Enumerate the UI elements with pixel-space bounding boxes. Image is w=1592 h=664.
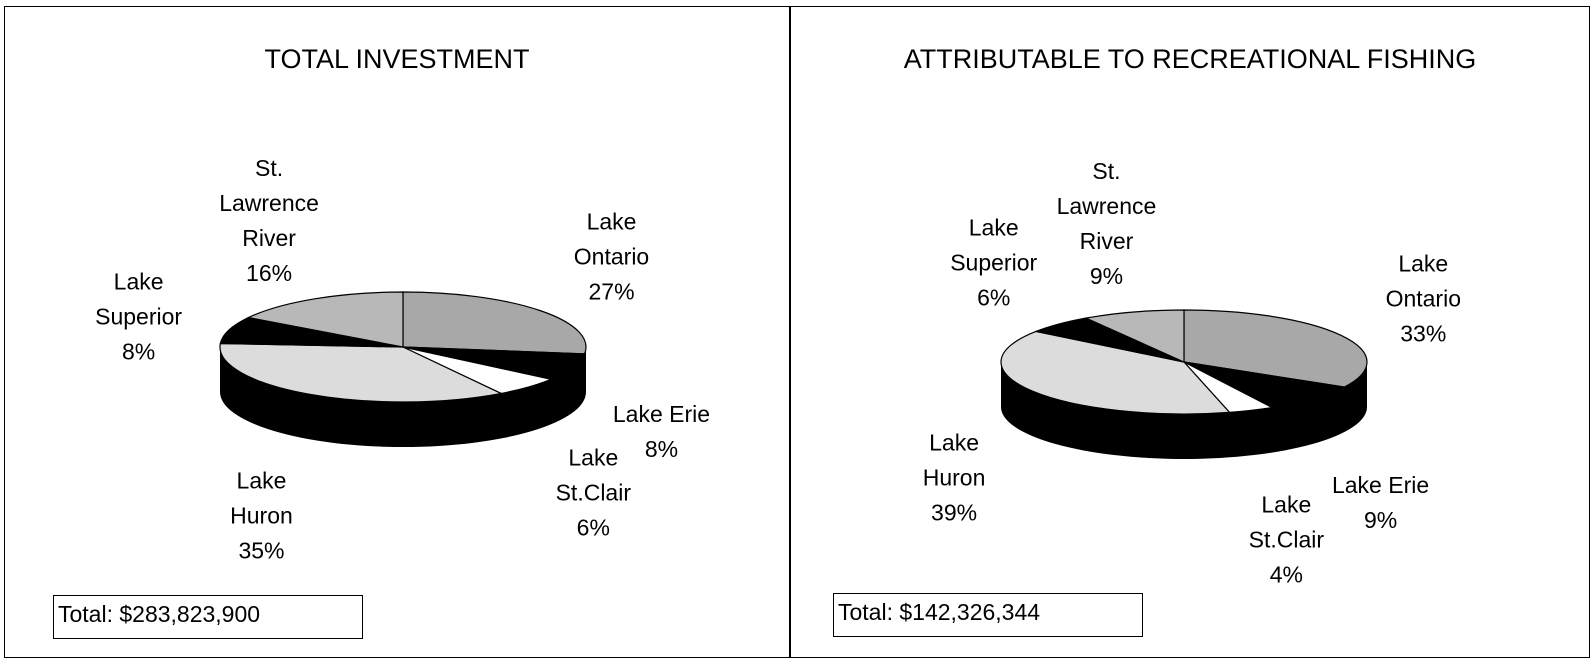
slice-value: 27% <box>588 278 635 305</box>
pie-slice <box>402 346 586 380</box>
slice-value: 4% <box>1269 561 1303 588</box>
slice-category: Lake St.Clair <box>1248 491 1325 553</box>
slice-label: Lake Superior 6% <box>936 210 1052 315</box>
pie-slice <box>1000 330 1231 415</box>
pie-slice <box>402 291 587 355</box>
chart-panel: Lake Ontario 27% Lake Erie 8% Lake St.Clair 6… <box>4 6 790 658</box>
slice-value: 35% <box>238 537 285 564</box>
slice-category: Lake Huron <box>230 467 293 529</box>
pie-slice <box>219 342 503 403</box>
slice-value: 9% <box>1363 506 1398 533</box>
slice-category: Lake Superior <box>950 214 1038 276</box>
slice-value: 6% <box>576 514 610 541</box>
pie-chart <box>219 291 587 447</box>
pie-slice <box>1183 361 1347 409</box>
slice-category: St. Lawrence River <box>1056 158 1157 255</box>
slice-category: Lake Erie <box>612 401 711 428</box>
slice-category: Lake Huron <box>922 429 986 491</box>
pie-slice <box>246 291 404 348</box>
pie-slice <box>1183 309 1368 388</box>
pie-slice <box>219 316 404 348</box>
slice-label: Lake Erie 9% <box>1323 468 1439 538</box>
slice-label: Lake Superior 8% <box>81 264 197 369</box>
slice-category: Lake St.Clair <box>555 444 631 506</box>
slice-value: 33% <box>1400 320 1447 347</box>
chart-panel: Lake Ontario 33% Lake Erie 9% Lake St.Clair 4… <box>790 6 1590 658</box>
chart-title: ATTRIBUTABLE TO RECREATIONAL FISHING <box>903 44 1477 74</box>
slice-category: St. Lawrence River <box>219 154 319 251</box>
total-box: Total: $142,326,344 <box>833 593 1143 637</box>
slice-label: Lake Huron 39% <box>896 426 1012 531</box>
slice-value: 8% <box>644 436 679 463</box>
slice-value: 6% <box>977 284 1011 311</box>
slice-category: Lake Ontario <box>573 208 650 270</box>
slice-label: Lake Erie 8% <box>603 397 719 467</box>
slice-category: Lake Erie <box>1331 471 1430 498</box>
chart-title: TOTAL INVESTMENT <box>264 44 530 74</box>
total-box: Total: $283,823,900 <box>53 595 363 639</box>
slice-value: 39% <box>931 499 978 526</box>
slice-label: St. Lawrence River 9% <box>1048 154 1164 294</box>
pie-chart <box>1000 309 1368 459</box>
slice-label: St. Lawrence River 16% <box>211 151 327 291</box>
slice-label: Lake Huron 35% <box>203 463 319 568</box>
pie-slice <box>1083 309 1185 363</box>
slice-label: Lake Ontario 33% <box>1365 247 1481 352</box>
slice-value: 8% <box>121 338 156 365</box>
slice-value: 16% <box>246 259 293 286</box>
slice-label: Lake St.Clair 4% <box>1228 487 1344 592</box>
slice-value: 9% <box>1089 263 1124 290</box>
slice-category: Lake Ontario <box>1385 250 1461 312</box>
slice-category: Lake Superior <box>95 268 183 330</box>
slice-label: Lake St.Clair 6% <box>535 441 651 546</box>
slice-label: Lake Ontario 27% <box>554 205 670 310</box>
